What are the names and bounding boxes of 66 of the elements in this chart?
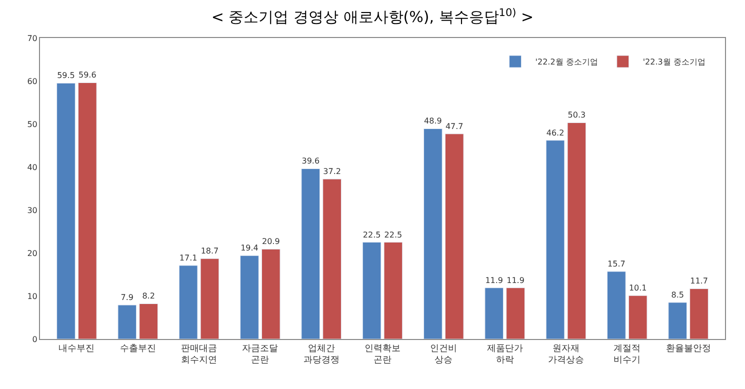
y-tick-label: 0 xyxy=(32,334,38,344)
x-tick-label: 제품단가 하락 xyxy=(486,344,523,366)
bar xyxy=(668,302,688,339)
bar xyxy=(546,140,565,339)
x-tick-label: 자금조달 곤란 xyxy=(242,344,278,366)
data-label: 46.2 xyxy=(546,128,564,138)
y-tick-label: 70 xyxy=(27,34,38,43)
x-tick-label: 인력확보 곤란 xyxy=(364,344,400,366)
x-tick-label: 수출부진 xyxy=(120,344,156,354)
x-tick-label: 인건비 상승 xyxy=(430,344,458,366)
bar xyxy=(240,255,259,339)
x-tick-label: 계절적 비수기 xyxy=(614,344,641,366)
bar xyxy=(628,295,648,339)
chart-title: < 중소기업 경영상 애로사항(%), 복수응답$^{10)}$ > xyxy=(211,6,534,26)
y-tick-label: 50 xyxy=(27,120,38,129)
bar xyxy=(607,271,626,339)
bar xyxy=(484,288,504,339)
data-label: 22.5 xyxy=(362,230,381,240)
data-label: 47.7 xyxy=(445,122,464,131)
bar xyxy=(322,178,342,339)
bar xyxy=(78,82,97,339)
data-label: 59.5 xyxy=(57,71,75,80)
legend-label: '22.3월 중소기업 xyxy=(642,58,706,67)
data-label: 50.3 xyxy=(568,110,586,120)
y-tick-label: 10 xyxy=(27,292,38,301)
data-label: 39.6 xyxy=(302,156,320,166)
data-label: 15.7 xyxy=(608,259,626,268)
data-label: 59.6 xyxy=(78,70,96,80)
data-label: 20.9 xyxy=(262,237,280,246)
bar xyxy=(261,248,280,339)
data-label: 37.2 xyxy=(323,167,341,176)
bar xyxy=(56,82,76,339)
bar xyxy=(424,128,442,339)
data-label: 18.7 xyxy=(200,246,219,256)
bar xyxy=(301,168,320,339)
x-tick-label: 환율불안정 xyxy=(666,344,711,354)
y-tick-label: 30 xyxy=(27,206,38,215)
data-label: 11.7 xyxy=(690,276,708,286)
data-label: 19.4 xyxy=(240,244,258,253)
y-tick-label: 40 xyxy=(27,162,38,172)
bar xyxy=(362,242,382,339)
legend-label: '22.2월 중소기업 xyxy=(535,58,598,67)
bar xyxy=(139,303,158,339)
bar xyxy=(118,304,137,339)
x-tick-label: 내수부진 xyxy=(58,344,95,354)
data-label: 17.1 xyxy=(179,253,198,262)
y-tick-label: 20 xyxy=(27,248,38,258)
data-label: 8.2 xyxy=(142,292,155,301)
bar xyxy=(690,288,708,339)
bar xyxy=(506,288,525,339)
bar xyxy=(178,265,198,339)
x-tick-label: 원자재 가격상승 xyxy=(548,344,584,366)
data-label: 10.1 xyxy=(628,284,647,293)
y-tick-label: 60 xyxy=(27,76,38,86)
data-label: 11.9 xyxy=(506,276,524,285)
data-label: 8.5 xyxy=(671,290,684,300)
bar xyxy=(444,134,464,339)
data-label: 7.9 xyxy=(120,293,134,302)
data-label: 22.5 xyxy=(384,230,402,240)
data-label: 11.9 xyxy=(485,276,504,285)
bar xyxy=(384,242,403,339)
data-label: 48.9 xyxy=(424,116,442,126)
bar xyxy=(567,122,586,339)
x-tick-label: 판매대금 회수지연 xyxy=(181,344,218,366)
bar xyxy=(200,258,220,339)
x-tick-label: 업체간 과당경쟁 xyxy=(303,344,340,366)
